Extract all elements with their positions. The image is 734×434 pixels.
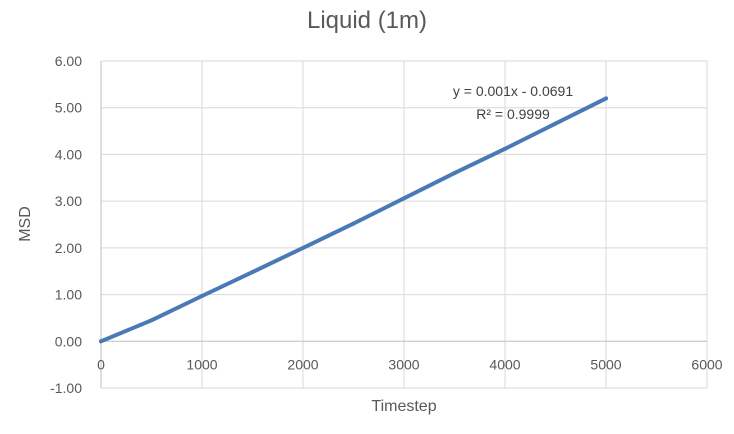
y-tick-label: 1.00 [55,287,82,303]
data-point [99,339,103,344]
y-tick-label: -1.00 [50,380,82,396]
data-point [301,245,305,250]
y-tick-label: 4.00 [55,146,82,162]
data-point [553,121,558,126]
data-series [99,96,608,344]
data-point [604,96,608,101]
x-tick-label: 4000 [489,356,520,372]
y-tick-label: 6.00 [55,53,82,69]
y-tick-label: 5.00 [55,100,82,116]
data-point [351,221,356,226]
data-point [250,270,255,275]
x-tick-label: 3000 [388,356,419,372]
y-tick-label: 2.00 [55,240,82,256]
series-line [99,96,608,344]
y-tick-label: 0.00 [55,333,82,349]
gridlines [101,60,708,389]
data-point [452,171,457,176]
x-tick-label: 6000 [691,356,722,372]
y-tick-labels: -1.00 0.00 1.00 2.00 3.00 4.00 5.00 6.00 [50,53,82,396]
chart-title: Liquid (1m) [307,7,427,34]
axes [100,61,707,388]
x-tick-label: 0 [97,356,105,372]
x-tick-label: 1000 [186,356,217,372]
x-tick-label: 2000 [287,356,318,372]
y-axis-title: MSD [17,206,34,242]
x-axis-title: Timestep [371,398,436,415]
data-point [402,196,406,201]
trendline-r-squared: R² = 0.9999 [476,106,550,122]
trendline-equation: y = 0.001x - 0.0691 [453,83,573,99]
data-point [149,318,154,323]
data-point [200,293,204,298]
x-tick-label: 5000 [590,356,621,372]
x-tick-labels: 0 1000 2000 3000 4000 5000 6000 [97,356,723,372]
y-tick-label: 3.00 [55,193,82,209]
data-point [503,146,507,151]
